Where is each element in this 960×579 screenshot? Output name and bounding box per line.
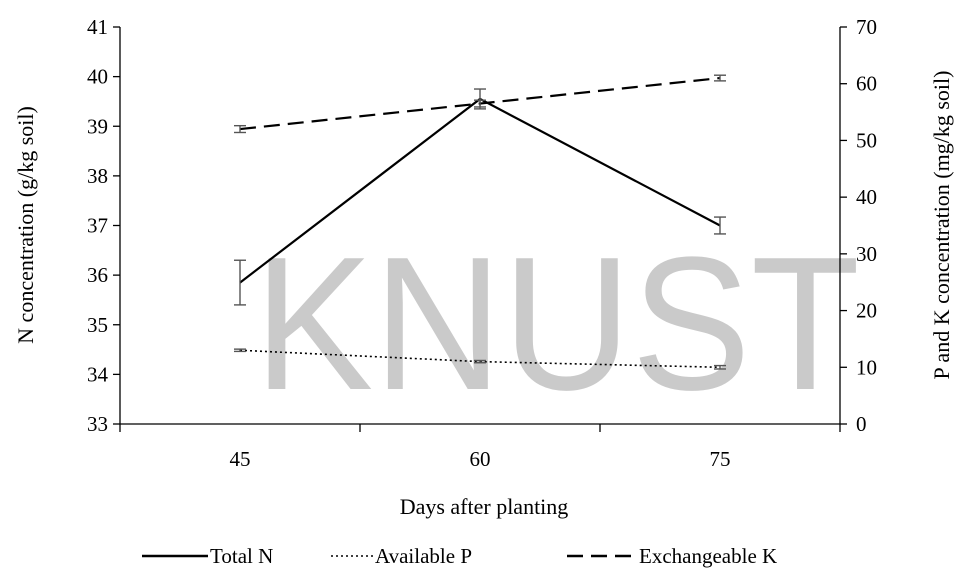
- left-y-tick-label: 34: [87, 362, 109, 386]
- knust-watermark: KNUST: [254, 218, 860, 430]
- left-y-tick-label: 36: [87, 263, 108, 287]
- right-y-tick-label: 60: [856, 72, 877, 96]
- left-y-tick-label: 41: [87, 15, 108, 39]
- left-y-tick-label: 40: [87, 65, 108, 89]
- right-y-tick-label: 50: [856, 128, 877, 152]
- x-tick-label: 45: [230, 447, 251, 471]
- right-y-tick-label: 10: [856, 355, 877, 379]
- x-axis-title: Days after planting: [400, 494, 569, 519]
- left-y-tick-label: 33: [87, 412, 108, 436]
- right-y-tick-label: 40: [856, 185, 877, 209]
- left-y-tick-label: 37: [87, 214, 108, 238]
- right-y-tick-label: 30: [856, 242, 877, 266]
- legend-label-available-p: Available P: [375, 544, 472, 568]
- left-y-tick-label: 38: [87, 164, 108, 188]
- left-y-tick-label: 35: [87, 313, 108, 337]
- x-tick-label: 75: [710, 447, 731, 471]
- right-y-tick-label: 70: [856, 15, 877, 39]
- left-y-axis-title: N concentration (g/kg soil): [13, 106, 38, 344]
- legend-label-total-n: Total N: [210, 544, 273, 568]
- left-y-tick-label: 39: [87, 114, 108, 138]
- series-layer: [234, 74, 726, 370]
- right-y-tick-label: 0: [856, 412, 867, 436]
- x-tick-label: 60: [470, 447, 491, 471]
- right-y-axis-title: P and K concentration (mg/kg soil): [929, 71, 954, 380]
- legend-label-exchangeable-k: Exchangeable K: [639, 544, 777, 568]
- axis-labels: Days after planting N concentration (g/k…: [13, 71, 954, 519]
- right-y-tick-label: 20: [856, 299, 877, 323]
- chart-axes: 33 34 35 36 37 38 39 40 41 0 10 20 30 40 50 60 70 45 60 75: [87, 15, 877, 471]
- legend: Total N Available P Exchangeable K: [142, 544, 777, 568]
